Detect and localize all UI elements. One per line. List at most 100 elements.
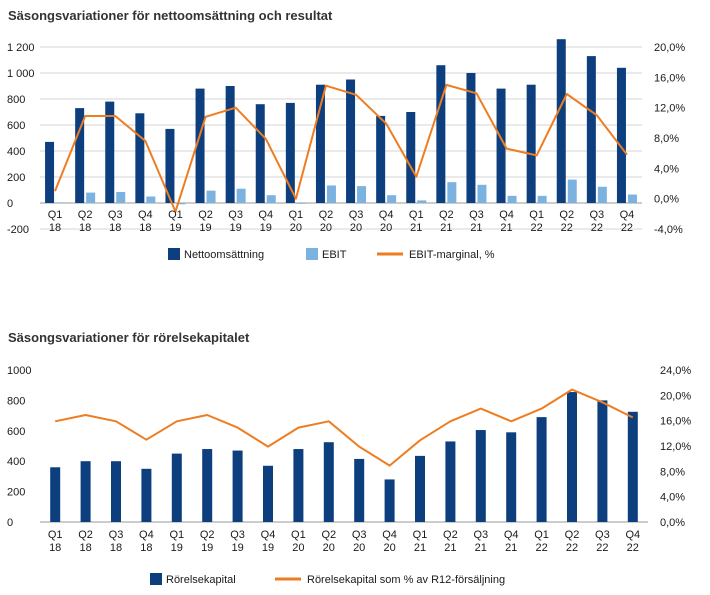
x-tick-label: 22 — [531, 222, 543, 234]
x-tick-label: Q3 — [469, 209, 484, 221]
x-tick-label: 21 — [414, 542, 426, 554]
x-tick-label: 20 — [380, 222, 392, 234]
bar-ebit — [296, 203, 306, 204]
x-tick-label: Q1 — [289, 209, 304, 221]
bar-rorelsekapital — [293, 449, 304, 522]
x-tick-label: Q4 — [139, 529, 154, 541]
x-tick-label: Q4 — [379, 209, 394, 221]
y-right-tick-label: 4,0% — [660, 492, 685, 504]
x-tick-label: 21 — [500, 222, 512, 234]
x-tick-label: 18 — [79, 222, 91, 234]
bar-ebit — [326, 185, 336, 203]
bar-rorelsekapital — [171, 453, 182, 522]
x-tick-label: 21 — [470, 222, 482, 234]
bar-ebit — [266, 195, 276, 203]
x-tick-label: 19 — [262, 542, 274, 554]
bar-ebit — [206, 190, 216, 203]
bar-nettoomsattning — [105, 101, 115, 203]
x-tick-label: 18 — [110, 542, 122, 554]
bar-nettoomsattning — [195, 88, 205, 203]
bar-ebit — [567, 179, 577, 203]
x-tick-label: 22 — [621, 222, 633, 234]
x-tick-label: Q2 — [200, 529, 215, 541]
x-tick-label: 19 — [201, 542, 213, 554]
x-tick-label: Q2 — [78, 529, 93, 541]
x-tick-label: Q3 — [108, 209, 123, 221]
bar-nettoomsattning — [406, 112, 416, 203]
x-tick-label: 19 — [231, 542, 243, 554]
y-right-tick-label: 4,0% — [654, 163, 679, 175]
x-tick-label: 18 — [140, 542, 152, 554]
bar-ebit — [116, 191, 126, 203]
y-right-tick-label: -4,0% — [654, 224, 683, 236]
bar-nettoomsattning — [165, 128, 175, 203]
bar-nettoomsattning — [315, 84, 325, 203]
legend-swatch-ebit — [306, 248, 318, 260]
y-right-tick-label: 16,0% — [654, 72, 685, 84]
bar-rorelsekapital — [50, 467, 61, 522]
x-tick-label: 20 — [290, 222, 302, 234]
y-right-tick-label: 8,0% — [660, 466, 685, 478]
x-tick-label: Q2 — [565, 529, 580, 541]
chart-title-net-sales: Säsongsvariationer för nettoomsättning o… — [8, 8, 333, 23]
bar-rorelsekapital — [445, 441, 456, 522]
x-tick-label: Q1 — [168, 209, 183, 221]
x-tick-label: Q3 — [230, 529, 245, 541]
bar-rorelsekapital — [536, 417, 547, 522]
x-tick-label: 22 — [591, 222, 603, 234]
x-tick-label: Q2 — [559, 209, 574, 221]
bar-ebit — [146, 196, 156, 203]
y-left-tick-label: 200 — [7, 487, 25, 499]
x-tick-label: 19 — [169, 222, 181, 234]
bar-ebit — [627, 194, 637, 203]
y-left-tick-label: 1 200 — [7, 42, 35, 54]
x-tick-label: Q1 — [409, 209, 424, 221]
y-left-tick-label: -200 — [7, 224, 29, 236]
x-tick-label: Q4 — [620, 209, 635, 221]
x-tick-label: Q3 — [590, 209, 605, 221]
x-tick-label: Q1 — [169, 529, 184, 541]
x-tick-label: Q1 — [534, 529, 549, 541]
x-tick-label: Q2 — [439, 209, 454, 221]
y-left-tick-label: 1 000 — [7, 68, 35, 80]
y-left-tick-label: 200 — [7, 172, 25, 184]
x-tick-label: 21 — [475, 542, 487, 554]
x-tick-label: 22 — [566, 542, 578, 554]
x-tick-label: Q4 — [138, 209, 153, 221]
x-tick-label: 21 — [444, 542, 456, 554]
bar-ebit — [56, 202, 66, 204]
bar-rorelsekapital — [323, 442, 334, 522]
bar-rorelsekapital — [567, 392, 577, 522]
x-tick-label: Q4 — [625, 529, 640, 541]
x-tick-label: Q3 — [228, 209, 243, 221]
bar-nettoomsattning — [496, 88, 506, 203]
x-tick-label: Q2 — [321, 529, 336, 541]
legend-label-nettoomsattning: Nettoomsättning — [184, 249, 264, 261]
x-tick-label: 19 — [171, 542, 183, 554]
x-tick-label: 21 — [505, 542, 517, 554]
x-tick-label: 20 — [350, 222, 362, 234]
x-tick-label: 18 — [109, 222, 121, 234]
x-tick-label: 20 — [292, 542, 304, 554]
x-tick-label: 20 — [383, 542, 395, 554]
x-tick-label: 19 — [199, 222, 211, 234]
bar-nettoomsattning — [346, 79, 356, 203]
bar-nettoomsattning — [75, 108, 85, 203]
x-tick-label: 21 — [410, 222, 422, 234]
y-right-tick-label: 20,0% — [660, 390, 691, 402]
bar-rorelsekapital — [354, 458, 365, 522]
y-right-tick-label: 12,0% — [654, 103, 685, 115]
y-left-tick-label: 400 — [7, 456, 25, 468]
x-tick-label: 20 — [323, 542, 335, 554]
bar-rorelsekapital — [141, 468, 152, 522]
legend-swatch-nettoomsattning — [168, 248, 180, 260]
bar-nettoomsattning — [135, 113, 145, 203]
bar-nettoomsattning — [225, 86, 235, 203]
x-tick-label: Q3 — [595, 529, 610, 541]
x-tick-label: Q2 — [78, 209, 93, 221]
bar-ebit — [417, 200, 427, 203]
bar-ebit — [357, 186, 367, 203]
bar-ebit — [477, 184, 487, 203]
x-tick-label: Q4 — [382, 529, 397, 541]
